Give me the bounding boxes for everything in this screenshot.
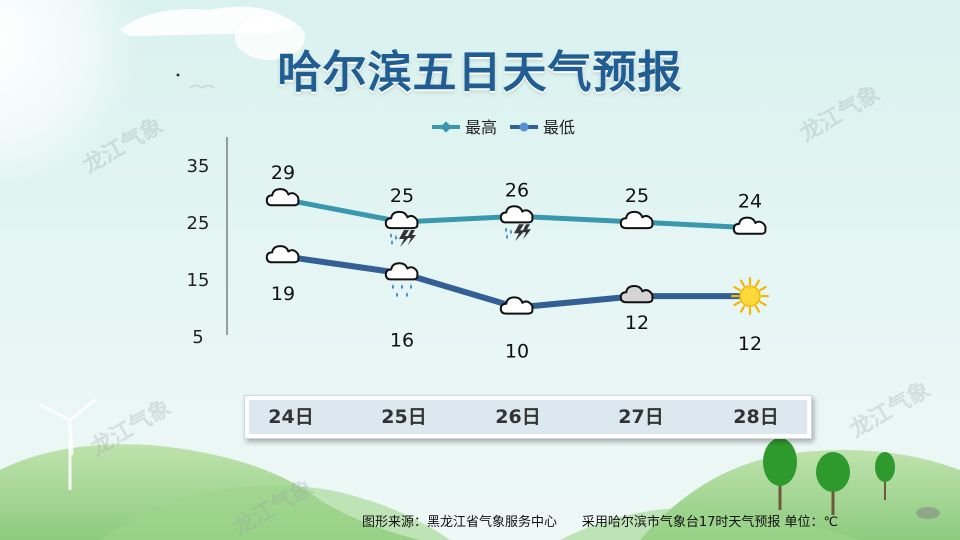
thunder-rain-icon xyxy=(499,205,534,242)
cloudy-icon xyxy=(499,296,534,315)
low-data-label: 16 xyxy=(390,329,414,351)
date-label: 25日 xyxy=(381,406,427,428)
date-bar-inner xyxy=(249,400,807,434)
tree-icon xyxy=(875,452,895,500)
cloud-shape xyxy=(120,6,293,37)
high-data-label: 24 xyxy=(738,191,762,213)
left-hill-2 xyxy=(100,485,450,540)
legend-marker xyxy=(519,122,529,132)
bird-icon xyxy=(189,84,215,89)
y-tick-label: 15 xyxy=(187,270,210,291)
bird-dot xyxy=(176,73,180,77)
thunder-rain-icon xyxy=(384,210,419,247)
legend: 最高 最低 xyxy=(432,118,575,137)
y-tick-label: 5 xyxy=(192,327,203,348)
low-data-label: 19 xyxy=(271,283,295,305)
cloudy-icon xyxy=(265,245,300,264)
right-hill-2 xyxy=(560,508,860,540)
low-data-label: 12 xyxy=(738,333,762,355)
low-data-label: 10 xyxy=(505,341,529,363)
sunny-icon xyxy=(730,277,770,316)
cloudy-icon xyxy=(732,216,767,235)
legend-label: 最高 xyxy=(465,118,497,137)
low-data-label: 12 xyxy=(625,312,649,334)
cloudy-icon xyxy=(619,210,654,230)
date-label: 27日 xyxy=(618,406,664,428)
footer-note: 采用哈尔滨市气象台17时天气预报 单位：℃ xyxy=(581,515,839,530)
tree-icon xyxy=(816,452,850,515)
page-title: 哈尔滨五日天气预报 xyxy=(277,47,683,98)
footer-source: 图形来源：黑龙江省气象服务中心 xyxy=(362,515,558,530)
legend-label: 最低 xyxy=(543,118,575,137)
date-label: 28日 xyxy=(733,406,779,428)
footer-text: 图形来源：黑龙江省气象服务中心 采用哈尔滨市气象台17时天气预报 单位：℃ xyxy=(362,511,838,530)
date-bar: 24日 25日 26日 27日 28日 xyxy=(244,395,812,439)
high-data-label: 25 xyxy=(625,185,649,207)
overcast-icon xyxy=(619,284,654,304)
high-data-label: 25 xyxy=(390,185,414,207)
sun-glow xyxy=(0,0,140,190)
high-data-label: 26 xyxy=(505,179,529,201)
stone-shape xyxy=(916,507,940,519)
windmill-icon xyxy=(39,398,96,490)
y-tick-label: 25 xyxy=(187,213,210,234)
y-tick-label: 35 xyxy=(187,156,210,177)
high-data-label: 29 xyxy=(271,162,295,184)
date-label: 24日 xyxy=(268,406,314,428)
cloudy-icon xyxy=(265,188,300,207)
legend-marker xyxy=(440,121,452,133)
date-label: 26日 xyxy=(495,406,541,428)
rain-icon xyxy=(384,262,419,298)
tree-icon xyxy=(763,438,797,510)
